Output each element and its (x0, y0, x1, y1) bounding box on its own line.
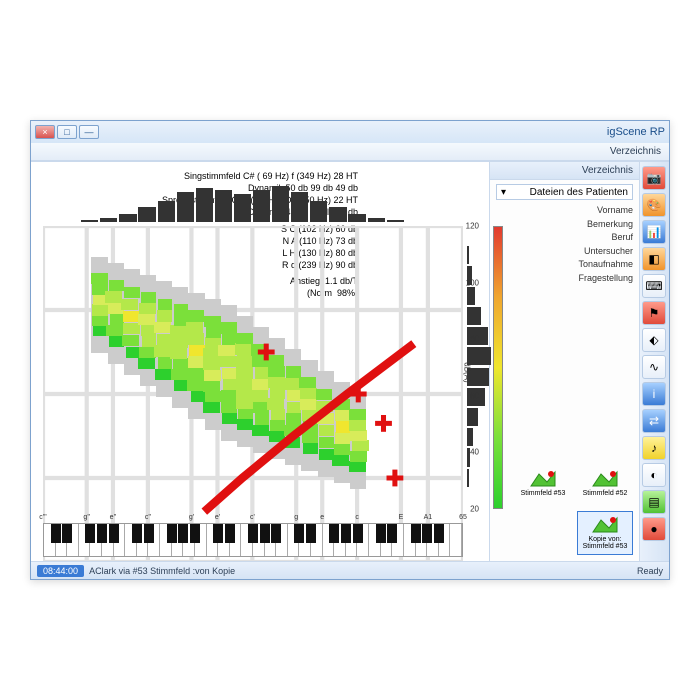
status-timestamp: 08:44:00 (37, 565, 84, 577)
status-ready: Ready (637, 566, 663, 576)
thumbnails: Stimmfeld #53Stimmfeld #52 Kopie von: Sti… (490, 455, 639, 561)
swap-icon[interactable]: ⇄ (642, 409, 666, 433)
titlebar: × □ — igScene RP (31, 121, 669, 143)
app-window: × □ — igScene RP Verzeichnis 📷 🎨 📊 ◧ ⌨ ⚑ ⬖ ∿ i ⇄ ♪… (30, 120, 670, 580)
thumbnail[interactable]: Kopie von: Stimmfeld #53 (577, 511, 633, 555)
info-icon[interactable]: i (642, 382, 666, 406)
menubar: Verzeichnis (31, 143, 669, 161)
menu-item[interactable]: Verzeichnis (610, 146, 661, 157)
maximize-button[interactable]: □ (57, 125, 77, 139)
close-button[interactable]: × (35, 125, 55, 139)
voice-field-chart: dB(A) 2040608010012065A1Ecegc'e'g'c''e''… (43, 226, 463, 509)
heatmap-cells (43, 226, 463, 509)
piano-keyboard (43, 523, 463, 557)
colorbar (493, 226, 503, 509)
toolbar: 📷 🎨 📊 ◧ ⌨ ⚑ ⬖ ∿ i ⇄ ♪ ◐ ▤ ● (639, 162, 669, 561)
curve-icon[interactable]: ∿ (642, 355, 666, 379)
piano-icon[interactable]: ⌨ (642, 274, 666, 298)
tag-icon[interactable]: ⬖ (642, 328, 666, 352)
thumbnail[interactable]: Stimmfeld #52 (577, 461, 633, 505)
y-axis-label: dB(A) (462, 362, 471, 382)
window-title: igScene RP (607, 126, 665, 138)
spectrum-icon[interactable]: ▤ (642, 490, 666, 514)
stats-icon[interactable]: ◧ (642, 247, 666, 271)
note-icon[interactable]: ♪ (642, 436, 666, 460)
status-text: AClark via #53 Stimmfeld :von Kopie (89, 566, 235, 576)
side-panel: Verzeichnis ▾Dateien des Patienten Vorna… (489, 162, 639, 561)
patient-dropdown[interactable]: ▾Dateien des Patienten (496, 184, 633, 200)
panel-header: Verzeichnis (490, 162, 639, 180)
camera-icon[interactable]: 📷 (642, 166, 666, 190)
chart-icon[interactable]: 📊 (642, 220, 666, 244)
minimize-button[interactable]: — (79, 125, 99, 139)
chart-area: Singstimmfeld C# ( 69 Hz) f (349 Hz) 28 … (31, 162, 489, 561)
property-list: VornameBemerkungBerufUntersucherTonaufna… (496, 204, 633, 285)
histogram-top (43, 186, 463, 222)
globe-icon[interactable]: ◐ (642, 463, 666, 487)
statusbar: 08:44:00 AClark via #53 Stimmfeld :von K… (31, 561, 669, 579)
flag-icon[interactable]: ⚑ (642, 301, 666, 325)
thumbnail[interactable]: Stimmfeld #53 (515, 461, 571, 505)
record-icon[interactable]: ● (642, 517, 666, 541)
palette-icon[interactable]: 🎨 (642, 193, 666, 217)
